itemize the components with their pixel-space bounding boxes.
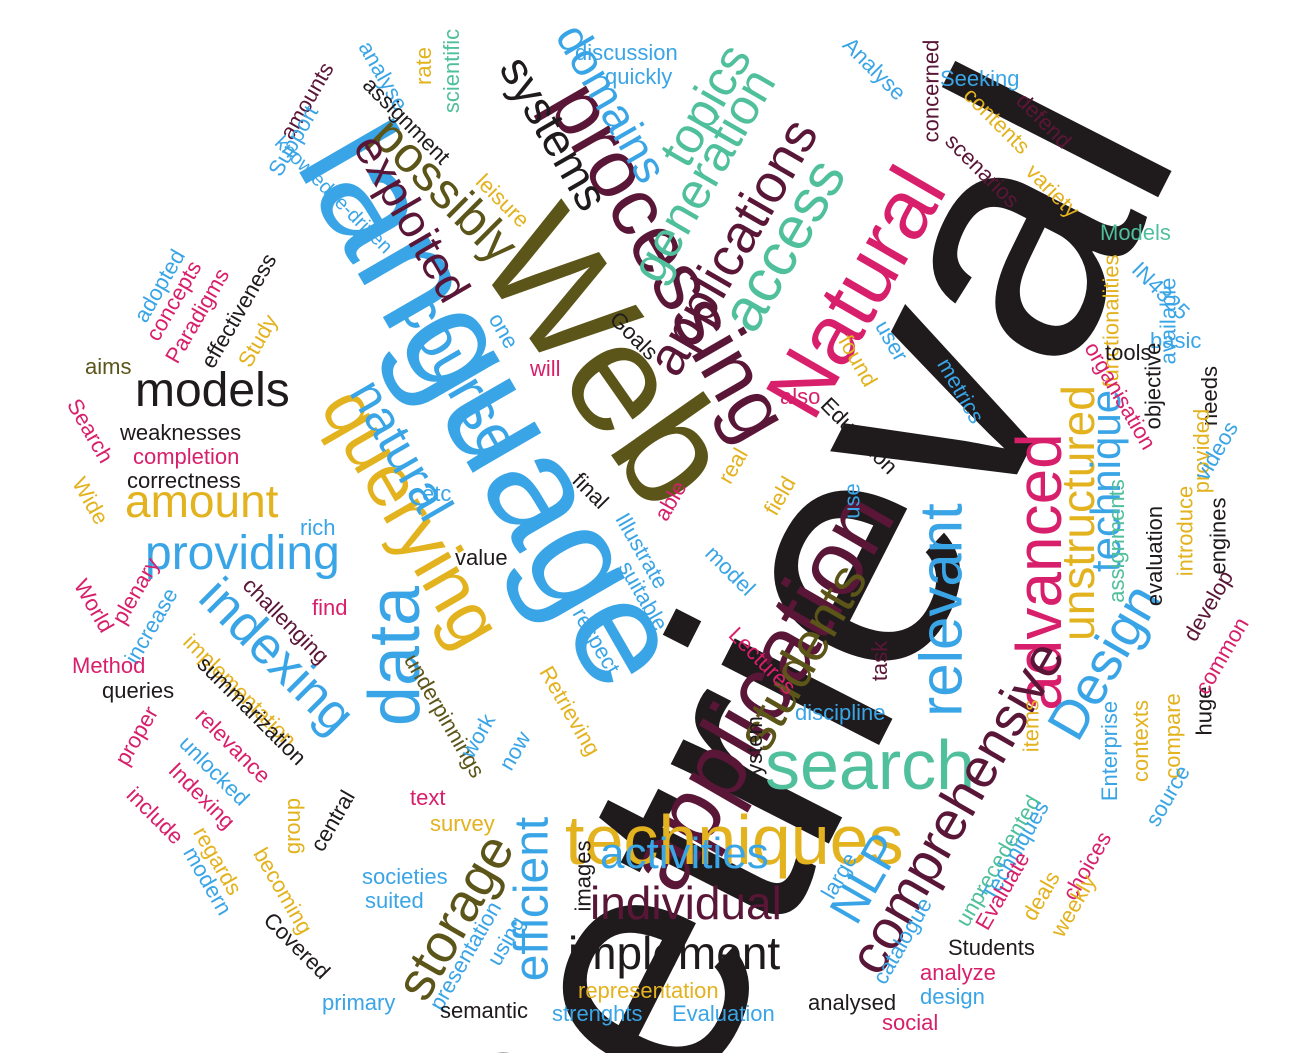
- word-queries: queries: [102, 678, 175, 703]
- word-completion: completion: [133, 444, 240, 469]
- word-concerned: concerned: [918, 39, 944, 143]
- word-aims: aims: [85, 354, 132, 379]
- word-primary: primary: [322, 990, 396, 1015]
- word-enterprise: Enterprise: [1097, 700, 1123, 802]
- word-search-cap: Search: [62, 394, 119, 468]
- word-providing: providing: [145, 527, 340, 580]
- word-semantic: semantic: [440, 998, 529, 1023]
- word-weaknesses: weaknesses: [120, 420, 242, 445]
- word-quickly: quickly: [605, 64, 673, 89]
- word-will: will: [530, 356, 561, 381]
- word-suited: suited: [365, 888, 424, 913]
- word-images: images: [570, 840, 596, 912]
- word-items: items: [1018, 699, 1044, 753]
- word-text: text: [410, 785, 446, 810]
- word-social: social: [882, 1010, 939, 1035]
- word-survey: survey: [430, 811, 495, 836]
- word-seeking: Seeking: [940, 66, 1020, 91]
- word-correctness: correctness: [127, 468, 241, 493]
- word-find: find: [312, 595, 348, 620]
- word-societies: societies: [362, 864, 448, 889]
- word-search: search: [765, 726, 976, 804]
- word-discussion: discussion: [575, 40, 678, 65]
- word-etc: etc: [422, 481, 452, 506]
- word-implement: implement: [568, 927, 781, 979]
- word-introduce: introduce: [1172, 485, 1198, 577]
- word-tools: tools: [1105, 340, 1152, 365]
- word-models-cap: Models: [1100, 220, 1171, 245]
- word-assignments: assignments: [1103, 479, 1129, 603]
- word-rate: rate: [410, 47, 436, 85]
- word-students-cap: Students: [948, 935, 1035, 960]
- word-techniques: techniques: [565, 801, 904, 879]
- word-work: work: [455, 709, 501, 763]
- word-individual: individual: [590, 877, 782, 929]
- word-design-lower: design: [920, 984, 985, 1009]
- word-use: use: [839, 483, 865, 519]
- word-wide: Wide: [67, 472, 114, 529]
- word-task: task: [867, 640, 893, 682]
- word-efficient: efficient: [505, 816, 559, 982]
- word-method: Method: [72, 653, 146, 678]
- word-contexts: contexts: [1127, 700, 1153, 782]
- word-amount: amount: [125, 475, 279, 527]
- word-basic: basic: [1150, 328, 1202, 353]
- word-system: system: [741, 716, 767, 786]
- word-proper: proper: [109, 701, 164, 770]
- word-analysed: analysed: [808, 990, 897, 1015]
- word-scientific: scientific: [439, 28, 465, 114]
- word-strenghts: strenghts: [552, 1001, 643, 1026]
- word-models: models: [135, 364, 290, 417]
- word-engines: engines: [1205, 497, 1231, 575]
- word-analyze: analyze: [920, 960, 996, 985]
- word-value: value: [455, 545, 508, 570]
- word-evaluation-cap: Evaluation: [672, 1001, 775, 1026]
- word-world: World: [68, 574, 120, 637]
- word-also: also: [780, 384, 821, 409]
- word-central: central: [305, 785, 360, 856]
- word-evaluation: evaluation: [1142, 505, 1168, 607]
- word-activities: activities: [600, 829, 769, 878]
- word-discipline: discipline: [795, 700, 886, 725]
- word-representation: representation: [578, 978, 719, 1003]
- word-relevant: relevant: [907, 503, 975, 717]
- word-group: group: [280, 797, 306, 855]
- word-rich: rich: [300, 515, 336, 540]
- word-include: include: [121, 782, 189, 850]
